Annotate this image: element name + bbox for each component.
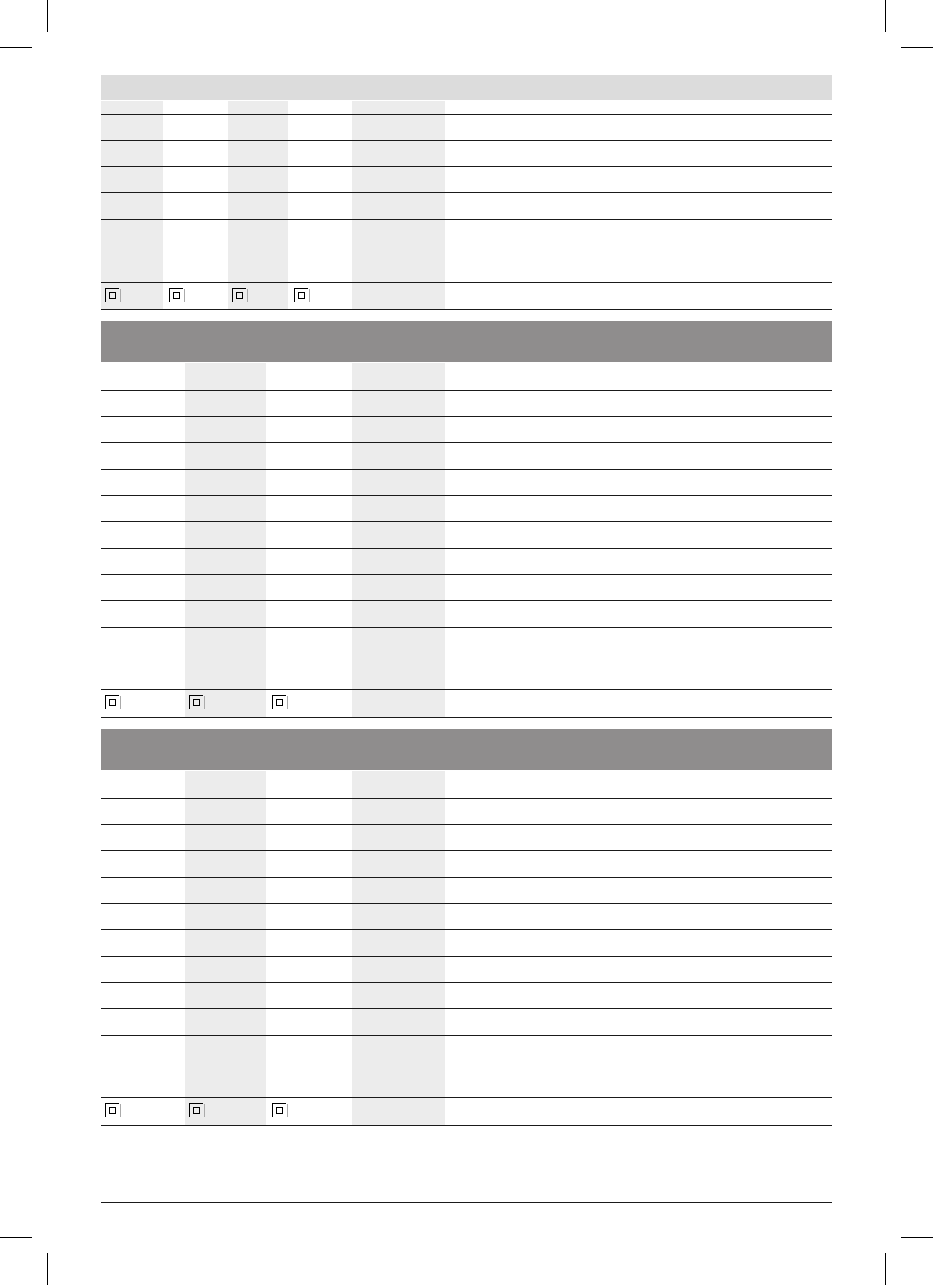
row-divider xyxy=(101,850,832,851)
row-divider xyxy=(101,548,832,549)
row-divider xyxy=(101,627,832,628)
row-divider xyxy=(101,798,832,799)
row-divider xyxy=(101,192,832,193)
row-divider xyxy=(101,495,832,496)
protection-class-ii-icon xyxy=(294,288,310,302)
table-column xyxy=(352,101,445,309)
row-divider xyxy=(101,877,832,878)
table-column xyxy=(101,101,163,309)
crop-mark xyxy=(885,1253,886,1285)
protection-class-ii-icon xyxy=(272,695,288,709)
protection-class-ii-icon xyxy=(105,1103,121,1117)
row-divider xyxy=(101,1008,832,1009)
protection-class-ii-icon xyxy=(189,1103,205,1117)
row-divider xyxy=(101,929,832,930)
row-divider xyxy=(101,1097,832,1098)
crop-mark xyxy=(47,1253,48,1285)
row-divider xyxy=(101,390,832,391)
crop-mark xyxy=(0,47,32,48)
table-column xyxy=(185,771,266,1125)
crop-mark xyxy=(0,1237,32,1238)
protection-class-ii-icon xyxy=(189,695,205,709)
row-divider xyxy=(101,282,832,283)
row-divider xyxy=(101,166,832,167)
row-divider xyxy=(101,600,832,601)
table-column xyxy=(228,101,288,309)
table-header xyxy=(101,729,832,770)
protection-class-ii-icon xyxy=(105,695,121,709)
table-column xyxy=(352,771,445,1125)
row-divider xyxy=(101,824,832,825)
protection-class-ii-icon xyxy=(169,288,185,302)
row-divider xyxy=(101,140,832,141)
table-column xyxy=(185,363,266,717)
row-divider xyxy=(101,521,832,522)
row-divider xyxy=(101,956,832,957)
row-divider xyxy=(101,1125,832,1126)
table-header xyxy=(101,321,832,362)
row-divider xyxy=(101,689,832,690)
protection-class-ii-icon xyxy=(232,288,248,302)
crop-mark xyxy=(885,0,886,32)
crop-mark xyxy=(901,47,933,48)
footer-rule xyxy=(101,1202,832,1203)
row-divider xyxy=(101,114,832,115)
crop-mark xyxy=(901,1237,933,1238)
row-divider xyxy=(101,219,832,220)
table-column xyxy=(352,363,445,717)
row-divider xyxy=(101,469,832,470)
row-divider xyxy=(101,309,832,310)
row-divider xyxy=(101,416,832,417)
row-divider xyxy=(101,442,832,443)
protection-class-ii-icon xyxy=(272,1103,288,1117)
table-header xyxy=(101,75,832,100)
crop-mark xyxy=(47,0,48,32)
row-divider xyxy=(101,982,832,983)
row-divider xyxy=(101,1035,832,1036)
protection-class-ii-icon xyxy=(105,288,121,302)
row-divider xyxy=(101,903,832,904)
row-divider xyxy=(101,717,832,718)
row-divider xyxy=(101,574,832,575)
